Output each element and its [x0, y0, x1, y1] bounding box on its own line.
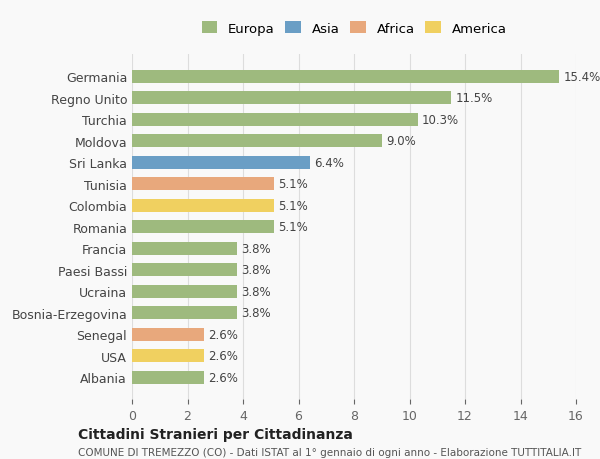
Text: 2.6%: 2.6% — [208, 349, 238, 362]
Text: 3.8%: 3.8% — [242, 307, 271, 319]
Text: 10.3%: 10.3% — [422, 113, 459, 127]
Text: 9.0%: 9.0% — [386, 135, 416, 148]
Bar — [132, 135, 382, 148]
Bar — [132, 349, 204, 362]
Bar — [132, 371, 204, 384]
Bar — [132, 263, 238, 276]
Legend: Europa, Asia, Africa, America: Europa, Asia, Africa, America — [196, 17, 512, 41]
Text: 5.1%: 5.1% — [278, 199, 307, 212]
Bar — [132, 328, 204, 341]
Bar — [132, 92, 451, 105]
Text: 3.8%: 3.8% — [242, 263, 271, 277]
Text: 2.6%: 2.6% — [208, 328, 238, 341]
Bar — [132, 157, 310, 169]
Bar — [132, 242, 238, 255]
Text: 3.8%: 3.8% — [242, 285, 271, 298]
Bar — [132, 285, 238, 298]
Text: 6.4%: 6.4% — [314, 157, 344, 169]
Bar — [132, 221, 274, 234]
Text: 11.5%: 11.5% — [455, 92, 493, 105]
Text: 15.4%: 15.4% — [563, 71, 600, 84]
Text: COMUNE DI TREMEZZO (CO) - Dati ISTAT al 1° gennaio di ogni anno - Elaborazione T: COMUNE DI TREMEZZO (CO) - Dati ISTAT al … — [78, 448, 581, 457]
Bar — [132, 199, 274, 212]
Text: 5.1%: 5.1% — [278, 178, 307, 191]
Text: 3.8%: 3.8% — [242, 242, 271, 255]
Text: 5.1%: 5.1% — [278, 221, 307, 234]
Bar — [132, 178, 274, 191]
Bar — [132, 307, 238, 319]
Text: Cittadini Stranieri per Cittadinanza: Cittadini Stranieri per Cittadinanza — [78, 427, 353, 442]
Text: 2.6%: 2.6% — [208, 371, 238, 384]
Bar — [132, 113, 418, 127]
Bar — [132, 71, 559, 84]
